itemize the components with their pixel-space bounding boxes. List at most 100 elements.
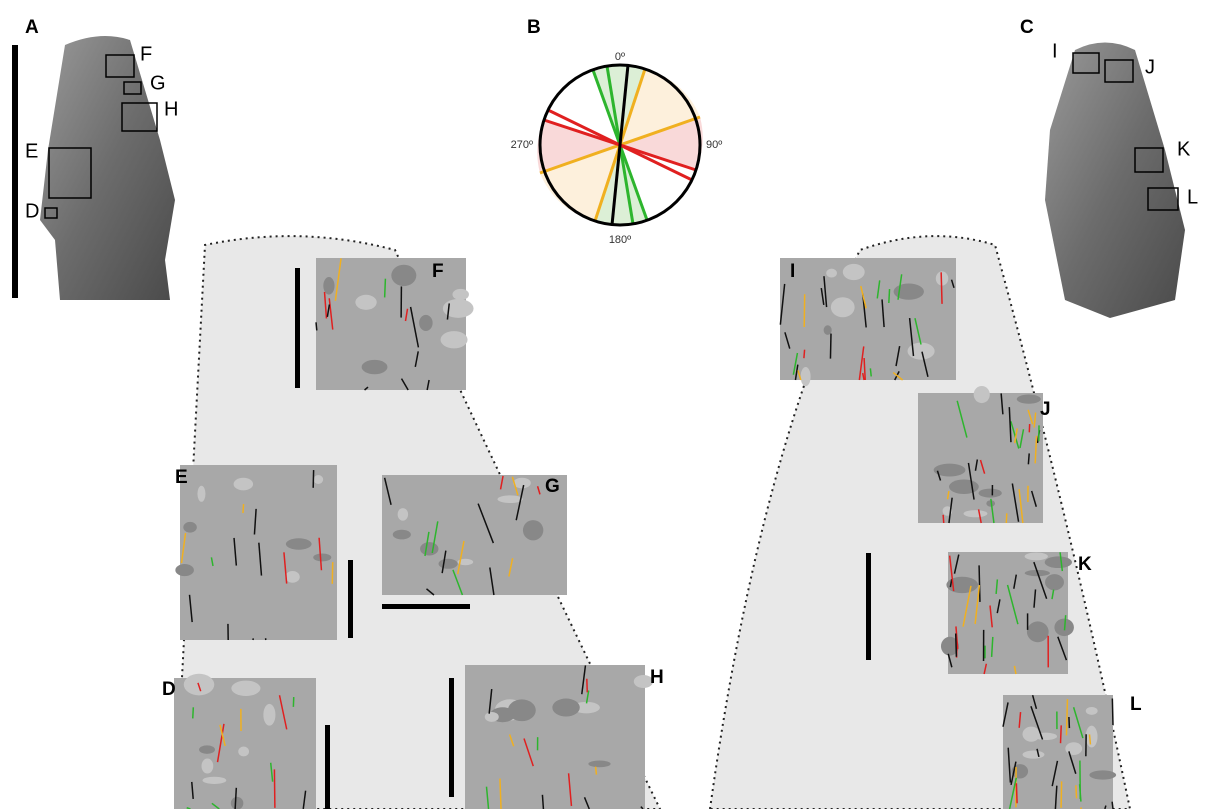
texture xyxy=(974,386,990,403)
texture xyxy=(441,331,468,348)
box-label: H xyxy=(164,98,178,120)
texture xyxy=(588,761,610,768)
scratch xyxy=(193,707,194,718)
box-label: K xyxy=(1177,138,1191,160)
micrograph xyxy=(174,674,316,809)
axis-label: 0º xyxy=(615,51,625,63)
scratch xyxy=(1028,453,1029,464)
texture xyxy=(523,520,543,540)
texture xyxy=(420,542,438,555)
axis-label: 180º xyxy=(609,234,631,246)
micrograph xyxy=(918,386,1043,523)
texture xyxy=(843,264,865,280)
texture xyxy=(949,479,979,494)
scratch xyxy=(941,272,942,304)
image-label: G xyxy=(545,476,560,497)
micrograph xyxy=(1003,695,1116,809)
rose-diagram xyxy=(537,65,703,225)
texture xyxy=(452,289,468,300)
box-label: I xyxy=(1052,40,1058,62)
texture xyxy=(1023,751,1045,759)
image-label: E xyxy=(175,467,188,488)
micrograph xyxy=(316,258,474,390)
scratch xyxy=(943,515,944,523)
scratch xyxy=(1066,699,1067,735)
scratch xyxy=(385,279,386,298)
texture xyxy=(1086,726,1098,748)
texture xyxy=(231,797,244,809)
texture xyxy=(355,295,376,310)
micrograph xyxy=(941,552,1074,674)
box-label: E xyxy=(25,140,38,162)
texture xyxy=(285,571,299,583)
texture xyxy=(439,559,458,569)
micrograph-bg xyxy=(174,678,316,809)
texture xyxy=(1017,394,1041,403)
scratch xyxy=(1076,785,1077,798)
micrograph-bg xyxy=(465,665,645,809)
axis-label: 270º xyxy=(511,139,533,151)
texture xyxy=(485,712,499,722)
texture xyxy=(979,489,1002,498)
scratch xyxy=(316,322,317,330)
scratch xyxy=(830,334,831,359)
image-label: I xyxy=(790,261,795,282)
image-label: H xyxy=(650,667,664,688)
scratch xyxy=(1016,783,1017,803)
scratch xyxy=(243,504,244,513)
texture xyxy=(831,297,855,317)
image-label: J xyxy=(1040,399,1051,420)
micrograph xyxy=(780,258,956,386)
scratch xyxy=(1112,698,1113,725)
texture xyxy=(824,325,832,335)
texture xyxy=(1065,742,1082,755)
texture xyxy=(183,522,197,533)
texture xyxy=(1022,727,1039,742)
box-label: J xyxy=(1145,56,1155,78)
box-label: L xyxy=(1187,186,1198,208)
scratch xyxy=(1061,725,1062,743)
scratch xyxy=(979,565,980,602)
image-label: D xyxy=(162,679,176,700)
texture xyxy=(826,269,837,278)
scratch xyxy=(596,767,597,775)
texture xyxy=(391,265,416,286)
texture xyxy=(203,777,227,784)
micrograph-bg xyxy=(918,393,1043,523)
panel-label: C xyxy=(1020,17,1034,38)
box-label: F xyxy=(140,43,152,65)
micrograph xyxy=(382,475,567,595)
texture xyxy=(238,747,249,757)
texture xyxy=(231,681,260,696)
texture xyxy=(263,704,275,726)
scratch xyxy=(1112,802,1113,809)
scratch xyxy=(1105,806,1106,809)
texture xyxy=(1045,556,1072,568)
micrograph xyxy=(175,465,337,640)
micrograph xyxy=(465,665,653,809)
texture xyxy=(1045,574,1064,590)
texture xyxy=(398,508,408,521)
texture xyxy=(1027,621,1049,642)
scratch xyxy=(1089,734,1090,744)
scratch xyxy=(870,368,871,376)
texture xyxy=(908,343,935,360)
texture xyxy=(393,530,411,540)
texture xyxy=(199,745,215,753)
figure: DEFGHIJKL A B C F G H E D I J K L 0º 90º… xyxy=(0,0,1213,809)
texture xyxy=(419,315,433,331)
texture xyxy=(1025,552,1048,560)
texture xyxy=(286,538,312,549)
image-label: L xyxy=(1130,694,1142,715)
tooth-c xyxy=(1045,43,1185,319)
scratch xyxy=(956,634,957,657)
scratch xyxy=(804,350,805,359)
texture xyxy=(552,699,579,717)
texture xyxy=(197,486,205,502)
scratch xyxy=(1061,781,1062,807)
texture xyxy=(497,495,522,503)
texture xyxy=(175,564,194,576)
texture xyxy=(313,553,331,561)
texture xyxy=(314,475,324,484)
texture xyxy=(234,478,253,491)
